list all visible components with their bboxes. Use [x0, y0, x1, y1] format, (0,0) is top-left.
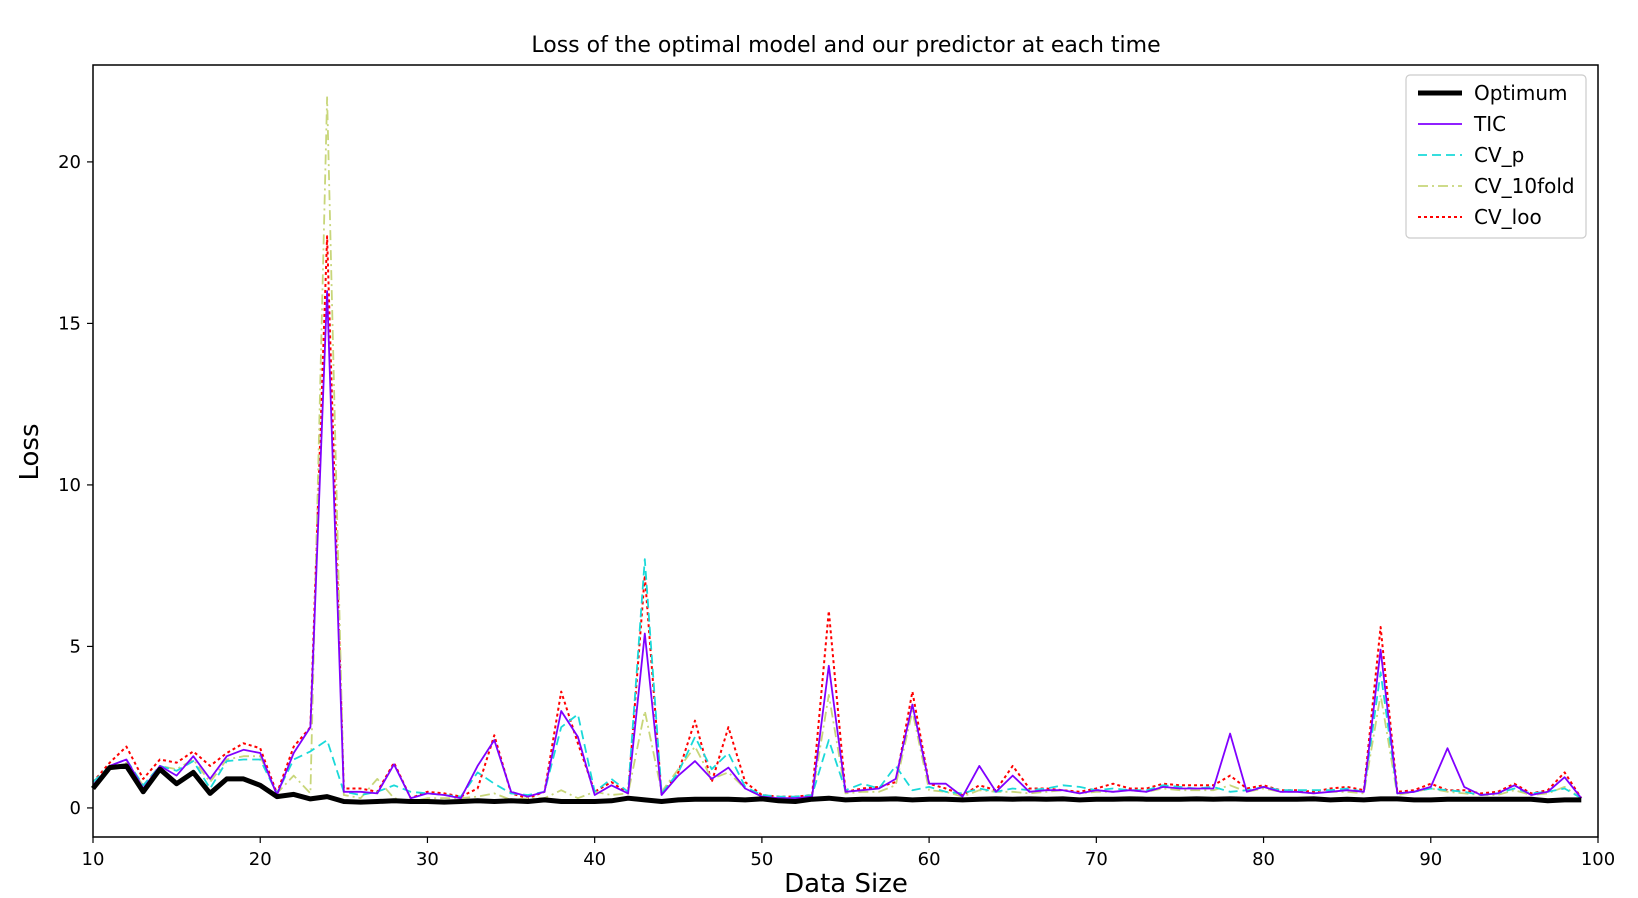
x-tick-label: 20	[249, 849, 272, 870]
x-tick-label: 70	[1085, 849, 1108, 870]
legend-label-cv-p: CV_p	[1474, 143, 1524, 167]
x-tick-label: 30	[416, 849, 439, 870]
x-axis-ticks: 10 20 30 40 50 60 70 80 90 100	[82, 837, 1615, 870]
x-tick-label: 80	[1252, 849, 1275, 870]
y-tick-label: 20	[58, 152, 81, 173]
y-axis-ticks: 0 5 10 15 20	[58, 152, 93, 819]
series-line-tic	[92, 290, 1583, 800]
chart-title: Loss of the optimal model and our predic…	[531, 33, 1160, 58]
y-tick-label: 0	[70, 798, 81, 819]
x-tick-label: 50	[750, 849, 773, 870]
legend-label-cv-loo: CV_loo	[1474, 205, 1542, 229]
chart-legend: Optimum TIC CV_p CV_10fold CV_loo	[1405, 74, 1587, 239]
legend-label-cv-10fold: CV_10fold	[1474, 174, 1575, 198]
legend-label-optimum: Optimum	[1474, 81, 1567, 105]
x-tick-label: 60	[918, 849, 941, 870]
x-tick-label: 90	[1419, 849, 1442, 870]
x-tick-label: 10	[82, 849, 105, 870]
legend-box	[1405, 74, 1587, 239]
legend-label-tic: TIC	[1473, 112, 1506, 136]
y-tick-label: 5	[70, 636, 81, 657]
series-line-cv-p	[92, 558, 1582, 799]
y-tick-label: 15	[58, 313, 81, 334]
y-tick-label: 10	[58, 475, 81, 496]
plot-area-frame	[92, 64, 1599, 838]
series-line-optimum	[91, 763, 1582, 805]
y-axis-label: Loss	[15, 423, 45, 480]
x-tick-label: 100	[1581, 849, 1615, 870]
x-tick-label: 40	[583, 849, 606, 870]
x-axis-label: Data Size	[784, 869, 908, 898]
series-layer	[91, 96, 1583, 805]
